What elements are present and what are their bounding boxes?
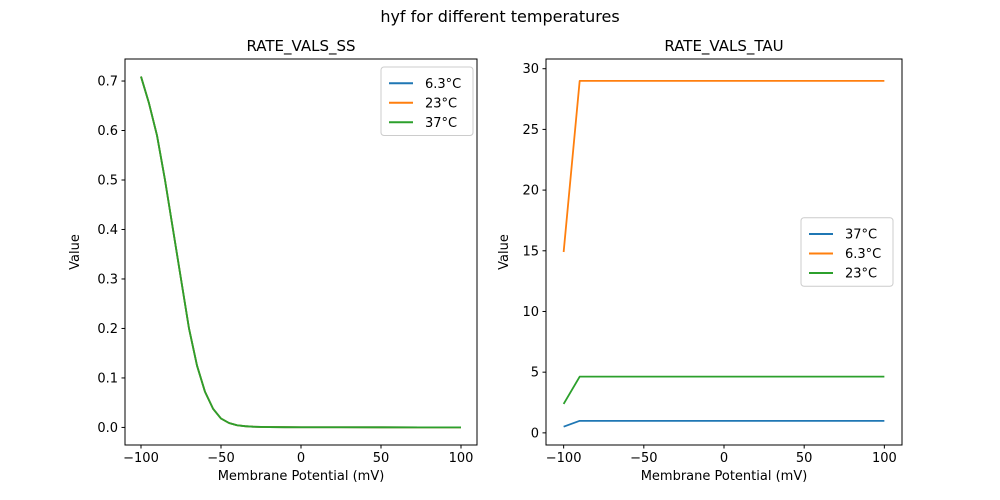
y-tick-label-tau: 30 [522,62,539,77]
y-tick-label-tau: 20 [522,184,539,199]
y-tick-label-tau: 10 [522,305,539,320]
x-tick-label-tau: 100 [872,451,897,466]
series-line-tau-23 [562,375,885,405]
legend-tau: 37°C 6.3°C 23°C [800,217,894,287]
y-tick-label-ss: 0.4 [97,223,118,238]
x-tick-label-ss: −100 [123,451,159,466]
y-axis-label-ss: Value [68,234,83,270]
series-line-tau-6.3 [562,79,885,253]
x-tick-label-tau: 0 [720,451,728,466]
x-tick-label-ss: 50 [373,451,390,466]
y-tick-label-ss: 0.3 [97,272,118,287]
x-axis-label-tau: Membrane Potential (mV) [641,469,808,484]
y-tick-label-tau: 25 [522,123,539,138]
series-line-ss-37 [140,76,461,429]
y-tick-label-ss: 0.6 [97,124,118,139]
legend-label-ss-2: 37°C [425,116,457,131]
legend-label-tau-2: 23°C [845,267,877,282]
y-tick-label-tau: 0 [531,426,539,441]
x-tick-label-ss: −50 [207,451,234,466]
y-tick-label-ss: 0.0 [97,421,118,436]
y-tick-label-tau: 15 [522,244,539,259]
x-tick-label-ss: 100 [449,451,474,466]
figure-suptitle: hyf for different temperatures [380,7,620,26]
legend-label-ss-0: 6.3°C [425,77,461,92]
x-tick-label-tau: −50 [630,451,657,466]
y-tick-label-tau: 5 [531,366,539,381]
legend-label-tau-1: 6.3°C [845,247,881,262]
y-tick-label-ss: 0.1 [97,371,118,386]
y-tick-label-ss: 0.2 [97,322,118,337]
x-tick-label-tau: −100 [546,451,582,466]
y-tick-label-ss: 0.5 [97,173,118,188]
subplot-tau: −100 −50 0 50 100 0 5 10 15 20 25 30 Membrane Potent… [497,37,903,484]
legend-ss: 6.3°C 23°C 37°C [380,66,474,136]
x-axis-label-ss: Membrane Potential (mV) [218,469,385,484]
y-axis-label-tau: Value [497,234,512,270]
series-line-tau-37 [563,419,885,428]
x-tick-label-ss: 0 [297,451,305,466]
legend-label-tau-0: 37°C [845,228,877,243]
y-tick-label-ss: 0.7 [97,75,118,90]
subplot-title-ss: RATE_VALS_SS [246,37,355,56]
subplot-title-tau: RATE_VALS_TAU [664,37,783,56]
legend-label-ss-1: 23°C [425,96,457,111]
subplot-ss: −100 −50 0 50 100 0.0 0.1 0.2 0.3 0.4 0.5 0.6 0.7 Mem… [68,37,478,484]
x-tick-label-tau: 50 [796,451,813,466]
